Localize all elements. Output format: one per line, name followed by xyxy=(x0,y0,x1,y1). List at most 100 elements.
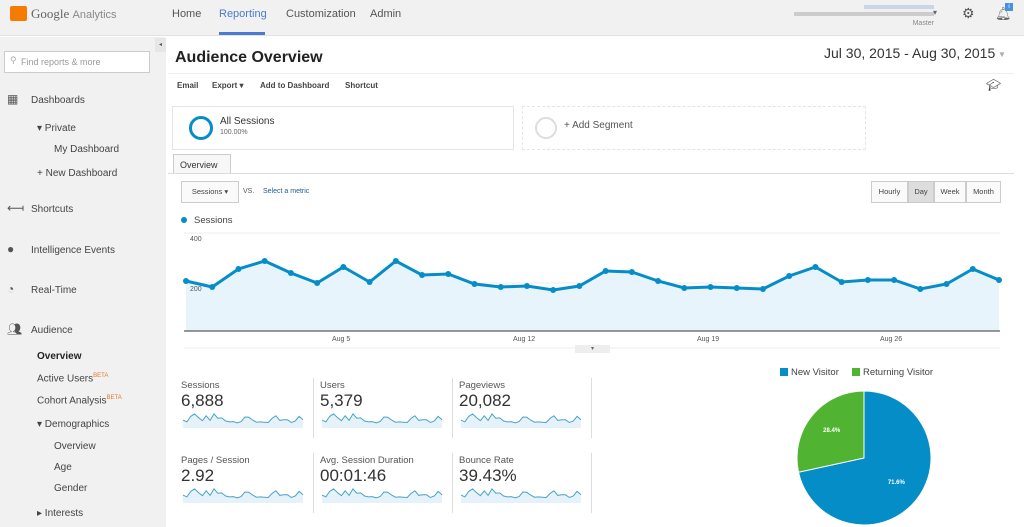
metric-divider xyxy=(591,378,592,438)
account-selector[interactable]: Master xyxy=(794,3,934,28)
nav-home[interactable]: Home xyxy=(172,8,202,20)
sidebar-item-label: Audience xyxy=(31,325,73,336)
notification-badge: i xyxy=(1005,3,1013,11)
x-tick: Aug 5 xyxy=(332,336,351,343)
sidebar-item[interactable]: Intelligence Events xyxy=(31,245,115,256)
metric-card[interactable]: Users 5,379 xyxy=(320,380,448,434)
collapse-sidebar-button[interactable]: ◂ xyxy=(155,38,166,52)
sparkline xyxy=(460,413,582,428)
data-point xyxy=(576,283,583,289)
beta-badge: BETA xyxy=(93,373,109,379)
metric-card[interactable]: Sessions 6,888 xyxy=(181,380,309,434)
metric-divider xyxy=(452,378,453,438)
legend-returning-visitor-swatch xyxy=(852,368,860,376)
data-point xyxy=(628,269,635,275)
sparkline xyxy=(321,488,443,503)
sidebar-item[interactable]: ▾ Demographics xyxy=(37,419,109,430)
segment-percentage: 100.00% xyxy=(220,129,248,136)
x-tick: Aug 26 xyxy=(880,336,903,343)
sidebar-item[interactable]: Real-Time xyxy=(31,285,77,296)
data-point xyxy=(917,286,924,292)
segment-all-sessions[interactable]: All Sessions 100.00% xyxy=(172,106,514,150)
data-point xyxy=(183,278,189,284)
data-point xyxy=(786,273,793,279)
data-point xyxy=(523,283,530,289)
sidebar-item[interactable]: ▸ Interests xyxy=(37,508,83,519)
data-point xyxy=(759,286,766,292)
metric-card[interactable]: Bounce Rate 39.43% xyxy=(459,455,587,509)
sidebar-item[interactable]: ▾ Private xyxy=(37,123,76,134)
sidebar-item[interactable]: Dashboards xyxy=(31,95,85,106)
expand-chart-handle[interactable]: ▾ xyxy=(575,345,610,353)
metric-value: 00:01:46 xyxy=(320,466,387,485)
sidebar-item-label: Overview xyxy=(54,441,96,452)
metric-label: Sessions xyxy=(181,380,220,391)
bulb-icon: ● xyxy=(7,242,15,256)
data-point xyxy=(655,278,662,284)
legend-returning-visitor: Returning Visitor xyxy=(863,367,934,378)
add-to-dashboard-button[interactable]: Add to Dashboard xyxy=(260,81,330,90)
metric-label: Pages / Session xyxy=(181,455,250,466)
sidebar-item[interactable]: Audience xyxy=(31,325,73,336)
sidebar-item[interactable]: Shortcuts xyxy=(31,204,73,215)
metric-card[interactable]: Avg. Session Duration 00:01:46 xyxy=(320,455,448,509)
pie-label: 28.4% xyxy=(823,428,841,434)
account-view: Master xyxy=(912,20,934,27)
tab-divider xyxy=(168,173,1014,174)
metric-value: 39.43% xyxy=(459,466,517,485)
metric-divider xyxy=(591,453,592,513)
granularity-week[interactable]: Week xyxy=(934,181,966,203)
sidebar-item[interactable]: Age xyxy=(54,462,72,473)
sidebar-item-label: + New Dashboard xyxy=(37,168,118,179)
metric-label: Bounce Rate xyxy=(459,455,514,466)
add-segment-button[interactable]: + Add Segment xyxy=(522,106,866,150)
gear-icon[interactable]: ⚙ xyxy=(962,5,975,21)
tab-overview[interactable]: Overview xyxy=(173,154,231,174)
empty-segment-icon xyxy=(535,117,557,139)
pie-slice xyxy=(797,390,932,526)
data-point xyxy=(864,277,871,283)
sidebar-item[interactable]: Cohort AnalysisBETA xyxy=(37,395,122,406)
sidebar-item[interactable]: Overview xyxy=(37,351,81,362)
granularity-month[interactable]: Month xyxy=(966,181,1001,203)
data-point xyxy=(392,258,399,264)
metric-card[interactable]: Pages / Session 2.92 xyxy=(181,455,309,509)
legend-new-visitor: New Visitor xyxy=(791,367,839,378)
brand-name: Google xyxy=(31,6,70,21)
sidebar-item[interactable]: Active UsersBETA xyxy=(37,373,108,384)
sidebar-item[interactable]: Overview xyxy=(54,441,96,452)
sidebar-item[interactable]: Gender xyxy=(54,483,87,494)
granularity-hourly[interactable]: Hourly xyxy=(871,181,908,203)
granularity-day[interactable]: Day xyxy=(908,181,934,203)
data-point xyxy=(209,284,216,290)
chevron-down-icon[interactable]: ▼ xyxy=(998,50,1006,59)
sidebar-item-label: ▾ Private xyxy=(37,123,76,134)
date-range-picker[interactable]: Jul 30, 2015 - Aug 30, 2015 xyxy=(824,45,996,61)
nav-admin[interactable]: Admin xyxy=(370,8,402,20)
search-input[interactable]: Find reports & more xyxy=(4,51,150,73)
arrow-icon: ⟻ xyxy=(7,201,25,215)
sidebar-item-label: Overview xyxy=(37,351,82,362)
sidebar-item[interactable]: My Dashboard xyxy=(54,144,119,155)
legend-dot-icon xyxy=(181,217,187,223)
select-metric-link[interactable]: Select a metric xyxy=(263,188,310,195)
brand-logo[interactable]: Google Analytics xyxy=(31,6,117,22)
data-point xyxy=(287,270,294,276)
sessions-area xyxy=(186,261,999,331)
granularity-group: Hourly Day Week Month xyxy=(871,181,1001,203)
sidebar-item-label: Active Users xyxy=(37,373,94,385)
graduation-cap-icon[interactable]: 🎓︎ xyxy=(986,78,1002,92)
nav-customization[interactable]: Customization xyxy=(286,8,356,20)
export-button[interactable]: Export ▾ xyxy=(212,81,244,90)
sidebar-item-label: Cohort Analysis xyxy=(37,395,107,407)
account-caret-icon[interactable]: ▾ xyxy=(933,8,938,17)
data-point xyxy=(445,271,452,277)
shortcut-button[interactable]: Shortcut xyxy=(345,81,378,90)
metric-select[interactable]: Sessions ▾ xyxy=(181,181,239,203)
nav-reporting[interactable]: Reporting xyxy=(219,8,267,20)
vs-label: VS. xyxy=(243,188,255,195)
metric-value: 20,082 xyxy=(459,391,511,410)
email-button[interactable]: Email xyxy=(177,81,199,90)
metric-card[interactable]: Pageviews 20,082 xyxy=(459,380,587,434)
sidebar-item[interactable]: + New Dashboard xyxy=(37,168,117,179)
